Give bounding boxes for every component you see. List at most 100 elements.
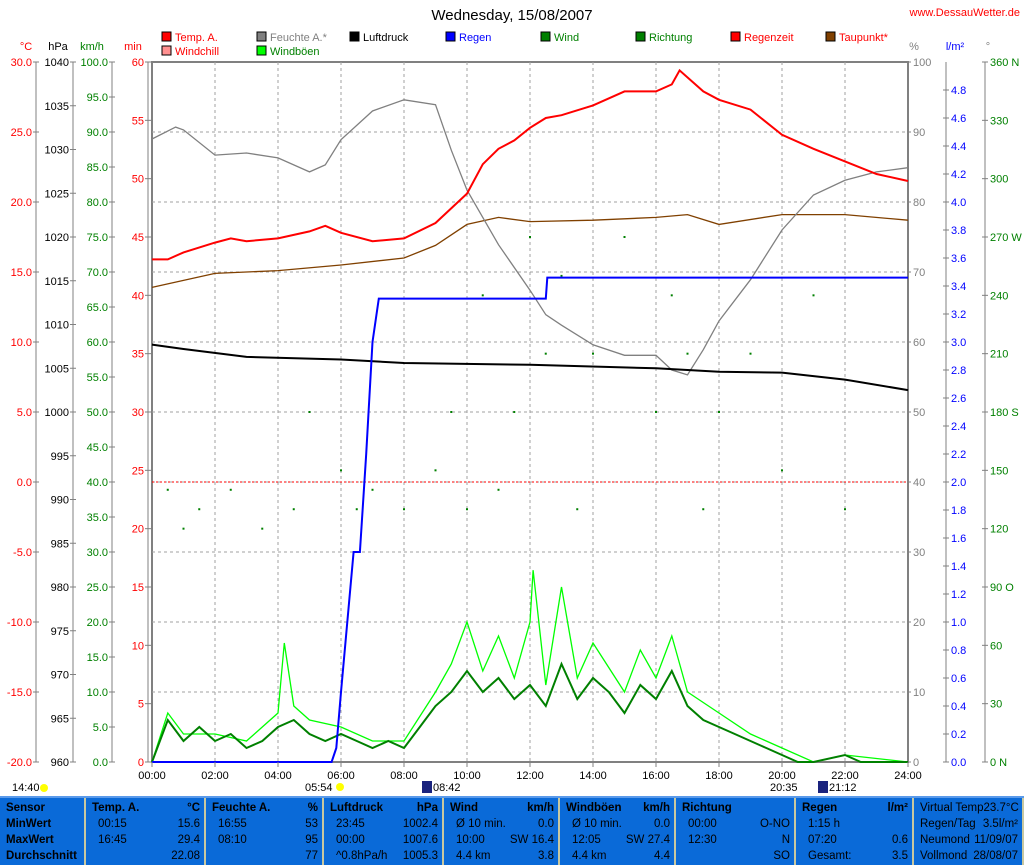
wind-unit: km/h <box>80 41 104 53</box>
humidity-tick-label: 10 <box>913 687 925 699</box>
legend-swatch <box>256 31 267 42</box>
axes: °C -20.0 -15.0 -10.0 -5.0 0.0 5.0 10.0 15.0 20.0 2… <box>7 41 1022 769</box>
legend: Temp. A. Windchill Feuchte A.* Windböen Luft… <box>161 31 889 58</box>
rain-tick-label: 2.0 <box>951 477 966 489</box>
direction-point <box>686 352 689 355</box>
column-header: km/h <box>643 802 670 814</box>
rain-tick-label: 3.2 <box>951 309 966 321</box>
weather-chart: Wednesday, 15/08/2007 www.DessauWetter.d… <box>7 7 1022 794</box>
direction-point <box>166 488 169 491</box>
temp-tick-label: 5.0 <box>17 407 32 419</box>
rain-tick-label: 3.4 <box>951 281 966 293</box>
series-luftdruck <box>151 343 909 392</box>
cell-value: 11/09/07 <box>974 834 1018 846</box>
humidity-unit: % <box>909 41 919 53</box>
cell-value: Durchschnitt <box>6 850 77 862</box>
cell-value <box>212 848 218 864</box>
column-header: Wind <box>450 802 478 814</box>
moonset-time: 14:40 <box>12 782 40 794</box>
humidity-tick-label: 20 <box>913 617 925 629</box>
wind-tick-label: 100.0 <box>80 57 108 69</box>
pressure-tick-label: 1015 <box>45 276 69 288</box>
direction-tick-label: 240 <box>990 290 1008 302</box>
legend-swatch <box>730 31 741 42</box>
x-tick-label: 08:00 <box>390 770 418 782</box>
stats-column: Sensor MinWert MaxWert Durchschnitt <box>0 798 86 865</box>
cell-value <box>682 848 688 864</box>
direction-point <box>481 294 484 297</box>
minutes-tick-label: 35 <box>132 349 144 361</box>
rain-tick-label: 3.6 <box>951 253 966 265</box>
rain-tick-label: 0.6 <box>951 673 966 685</box>
column-header: 23.7°C <box>983 802 1019 814</box>
cell-value: 4.4 <box>654 850 670 862</box>
temp-unit: °C <box>20 41 32 53</box>
wind-tick-label: 50.0 <box>87 407 108 419</box>
series-temp-a <box>152 68 909 261</box>
direction-point <box>198 508 201 511</box>
humidity-tick-label: 40 <box>913 477 925 489</box>
direction-point <box>403 508 405 511</box>
wind-tick-label: 75.0 <box>87 232 108 244</box>
temp-tick-label: 25.0 <box>11 127 32 139</box>
direction-point <box>182 527 185 530</box>
cell-value: 0.6 <box>892 834 908 846</box>
column-header: Temp. A. <box>92 802 140 814</box>
chart-title: Wednesday, 15/08/2007 <box>431 7 592 24</box>
legend-label: Richtung <box>649 32 692 44</box>
direction-tick-label: 0 N <box>990 757 1007 769</box>
legend-label: Regen <box>459 32 491 44</box>
column-header: km/h <box>527 802 554 814</box>
direction-tick-label: 180 S <box>990 407 1019 419</box>
cell-value: 23:45 <box>336 818 365 830</box>
moonrise-time: 08:42 <box>433 782 461 794</box>
cell-value: Regen/Tag <box>920 818 976 830</box>
column-header: Windböen <box>566 802 622 814</box>
direction-tick-label: 330 <box>990 115 1008 127</box>
moon-marker-time: 21:12 <box>829 782 857 794</box>
direction-tick-label: 360 N <box>990 57 1019 69</box>
minutes-tick-label: 60 <box>132 57 144 69</box>
cell-value: SW 27.4 <box>625 834 670 846</box>
minutes-tick-label: 5 <box>138 699 144 711</box>
cell-value: 29.4 <box>177 834 200 846</box>
direction-point <box>371 488 374 491</box>
sunset-time: 20:35 <box>770 782 798 794</box>
legend-label: Taupunkt* <box>839 32 889 44</box>
cell-value: ^0.8hPa/h <box>336 850 388 862</box>
humidity-tick-label: 100 <box>913 57 931 69</box>
minutes-tick-label: 50 <box>132 174 144 186</box>
site-link[interactable]: www.DessauWetter.de <box>909 7 1020 19</box>
temp-tick-label: 15.0 <box>11 267 32 279</box>
wind-tick-label: 90.0 <box>87 127 108 139</box>
pressure-tick-label: 985 <box>51 538 69 550</box>
cell-value: 1002.4 <box>402 818 438 830</box>
cell-value: O-NO <box>759 818 790 830</box>
wind-tick-label: 85.0 <box>87 162 108 174</box>
cell-value: 16:45 <box>98 834 127 846</box>
minutes-tick-label: 20 <box>132 524 144 536</box>
cell-value: Vollmond <box>920 850 968 862</box>
cell-value: N <box>781 834 790 846</box>
series-regen <box>152 276 908 763</box>
rain-tick-label: 2.6 <box>951 393 966 405</box>
pressure-tick-label: 1030 <box>45 145 69 157</box>
wind-tick-label: 65.0 <box>87 302 108 314</box>
cell-value: 53 <box>305 818 318 830</box>
x-tick-label: 02:00 <box>201 770 229 782</box>
temp-tick-label: -10.0 <box>7 617 32 629</box>
direction-point <box>513 411 516 413</box>
direction-point <box>497 488 500 491</box>
column-header: Sensor <box>6 802 45 814</box>
direction-point <box>544 352 547 355</box>
direction-point <box>702 508 705 511</box>
direction-point <box>623 236 626 238</box>
rain-tick-label: 1.6 <box>951 533 966 545</box>
stats-column: Temp. A. °C 00:15 15.6 16:45 29.4 22.08 <box>86 798 206 865</box>
moon-icon <box>40 784 48 792</box>
stats-table: Sensor MinWert MaxWert Durchschnitt Temp. A.… <box>0 796 1024 865</box>
x-tick-label: 20:00 <box>768 770 796 782</box>
cell-value: 00:00 <box>336 834 365 846</box>
direction-point <box>670 294 673 297</box>
minutes-tick-label: 40 <box>132 290 144 302</box>
